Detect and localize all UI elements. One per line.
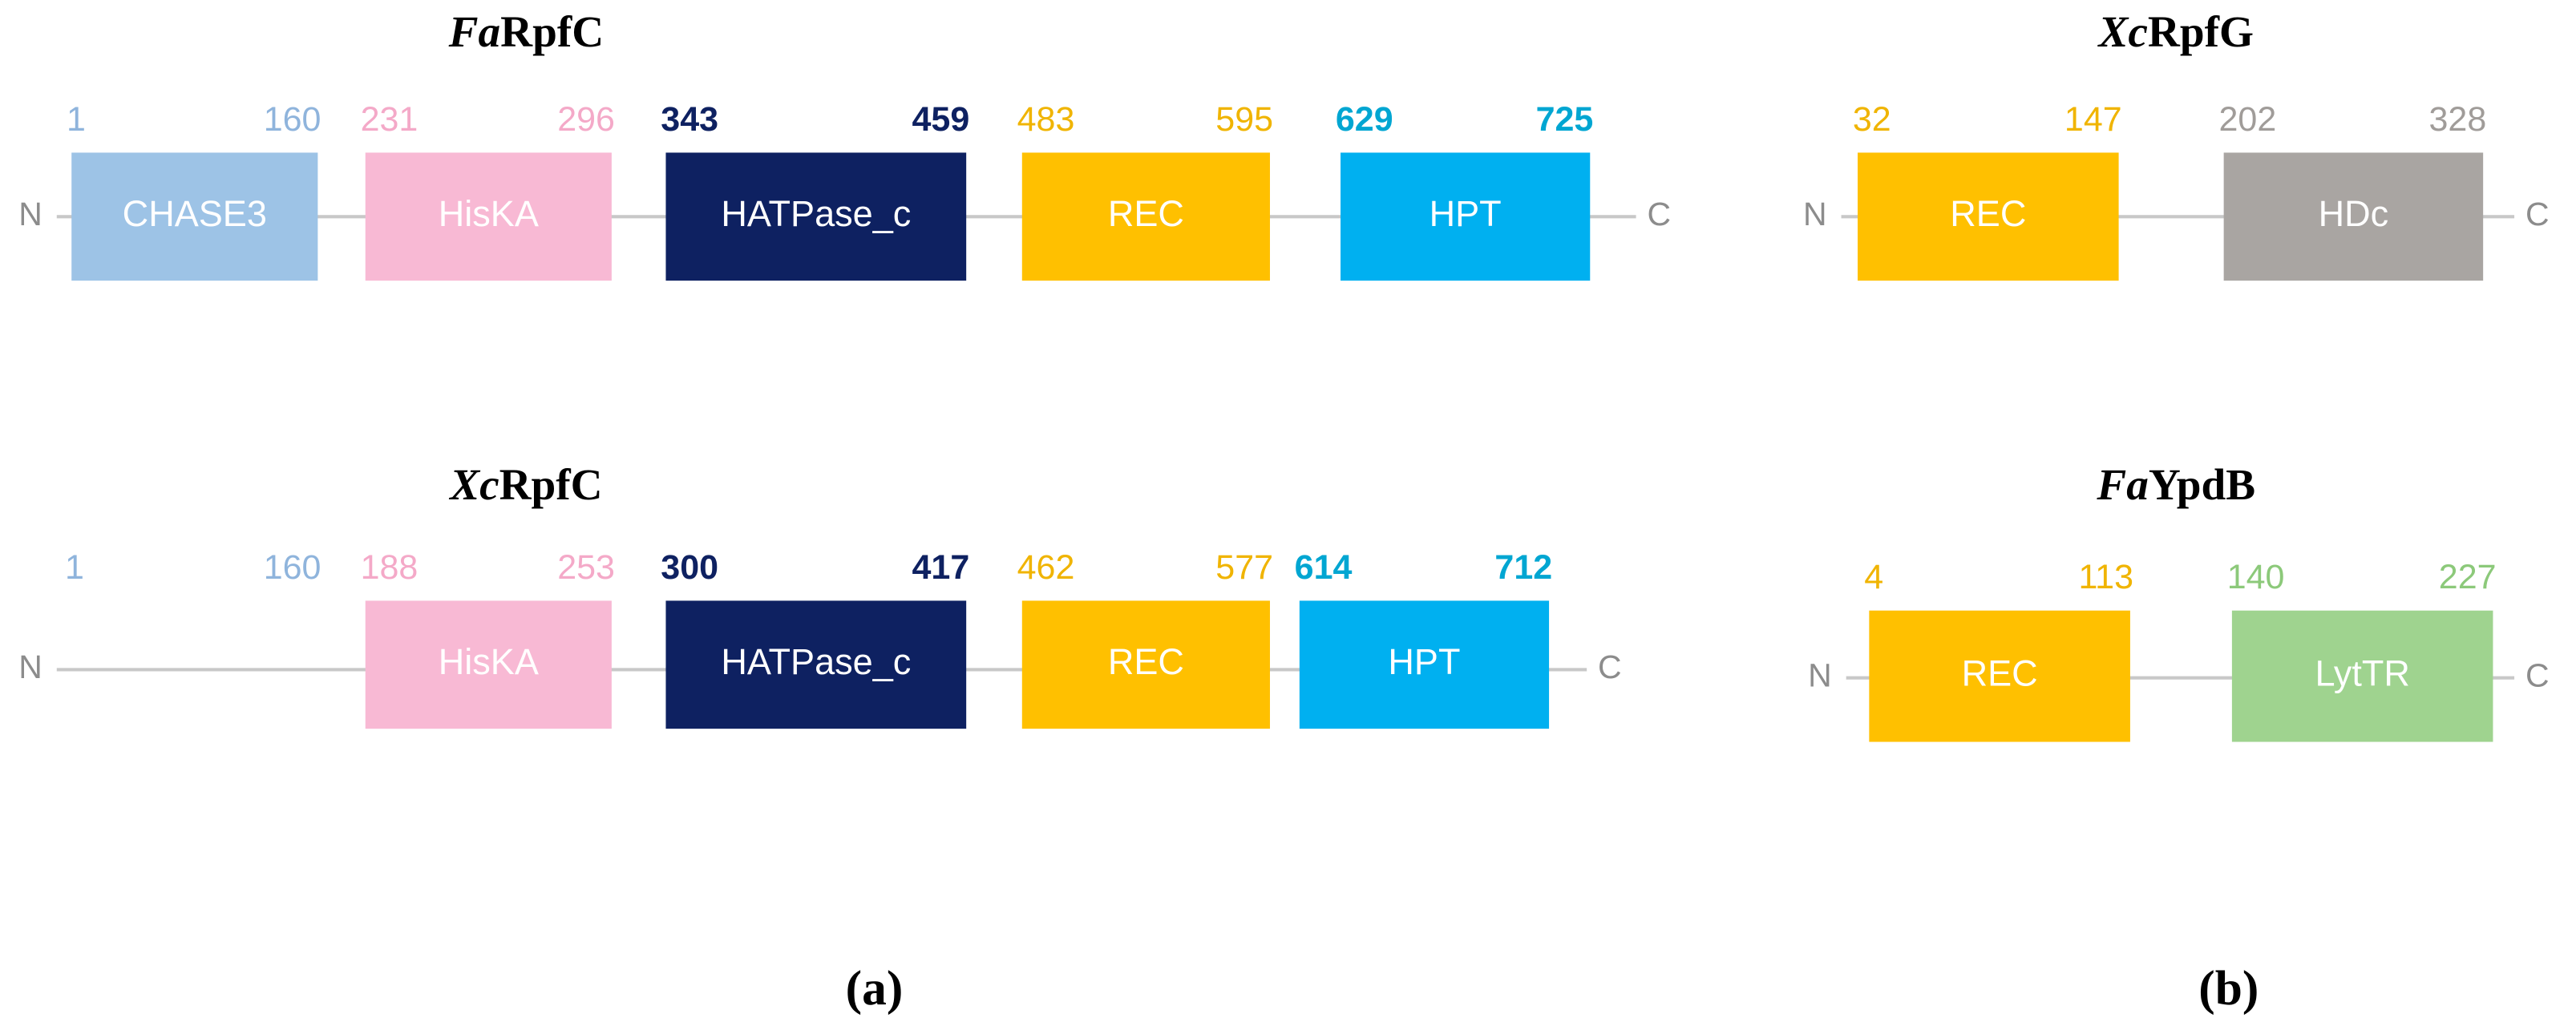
panel-label: (b) [2198,961,2259,1016]
n-terminus: N [1808,656,1832,693]
row-title: FaRpfC [448,7,604,56]
end-label: 712 [1494,548,1552,587]
start-label: 462 [1017,548,1075,587]
end-label: 160 [264,100,321,139]
start-label: 4 [1864,558,1883,596]
domain-box [1341,152,1591,281]
c-terminus: C [2525,196,2550,232]
end-label: 147 [2064,100,2122,139]
end-label: 417 [912,548,970,587]
c-terminus: C [1598,648,1622,685]
row-title: XcRpfG [2097,7,2254,56]
title-rest: RpfG [2148,7,2254,56]
domain-box [1021,152,1270,281]
start-label: 483 [1017,100,1075,139]
domain-name: HATPase_c [721,193,911,234]
n-terminus: N [1803,196,1827,232]
start-label: 343 [661,100,718,139]
panel-label: (a) [846,961,904,1016]
start-label: 629 [1336,100,1393,139]
start-label: 1 [65,548,84,587]
domain-name: HATPase_c [721,641,911,682]
start-label: 1 [67,100,86,139]
domain-box [665,600,967,729]
start-label: 140 [2227,558,2285,596]
title-italic: Xc [448,460,499,509]
c-terminus: C [1647,196,1671,232]
title-italic: Fa [448,7,501,56]
start-label: 188 [361,548,419,587]
domain-name: HPT [1430,193,1502,234]
title-rest: YpdB [2149,460,2255,509]
domain-name: HPT [1388,641,1460,682]
start-label: 231 [361,100,419,139]
domain-box [2223,152,2484,281]
end-label: 328 [2429,100,2487,139]
title-italic: Fa [2096,460,2149,509]
domain-box [1021,600,1270,729]
domain-name: HisKA [439,641,539,682]
end-label: 725 [1536,100,1594,139]
domain-name: REC [1962,653,2038,694]
domain-name: REC [1108,641,1184,682]
start-label: 32 [1853,100,1891,139]
n-terminus: N [18,648,42,685]
domain-name: HDc [2319,193,2389,234]
domain-name: REC [1950,193,2026,234]
domain-box [1858,152,2119,281]
domain-box [365,152,612,281]
domain-name: LytTR [2315,653,2409,694]
domain-name: HisKA [439,193,539,234]
domain-name: REC [1108,193,1184,234]
start-label: 202 [2219,100,2277,139]
domain-box [365,600,612,729]
end-label: 595 [1215,100,1273,139]
end-label: 253 [557,548,615,587]
title-rest: RpfC [499,460,603,509]
start-label: 300 [661,548,718,587]
end-label: 227 [2439,558,2497,596]
end-label: 296 [557,100,615,139]
domain-box [665,152,967,281]
end-label: 459 [912,100,970,139]
row-title: XcRpfC [448,460,602,509]
domain-name: CHASE3 [123,193,267,234]
end-label: 113 [2078,558,2133,596]
domain-box [2231,610,2493,742]
n-terminus: N [18,196,42,232]
title-rest: RpfC [500,7,604,56]
domain-box [1299,600,1550,729]
row-title: FaYpdB [2096,460,2255,509]
start-label: 614 [1295,548,1353,587]
end-label: 160 [264,548,321,587]
title-italic: Xc [2097,7,2148,56]
end-label: 577 [1215,548,1273,587]
domain-box [71,152,318,281]
domain-box [1869,610,2130,742]
c-terminus: C [2525,656,2550,693]
